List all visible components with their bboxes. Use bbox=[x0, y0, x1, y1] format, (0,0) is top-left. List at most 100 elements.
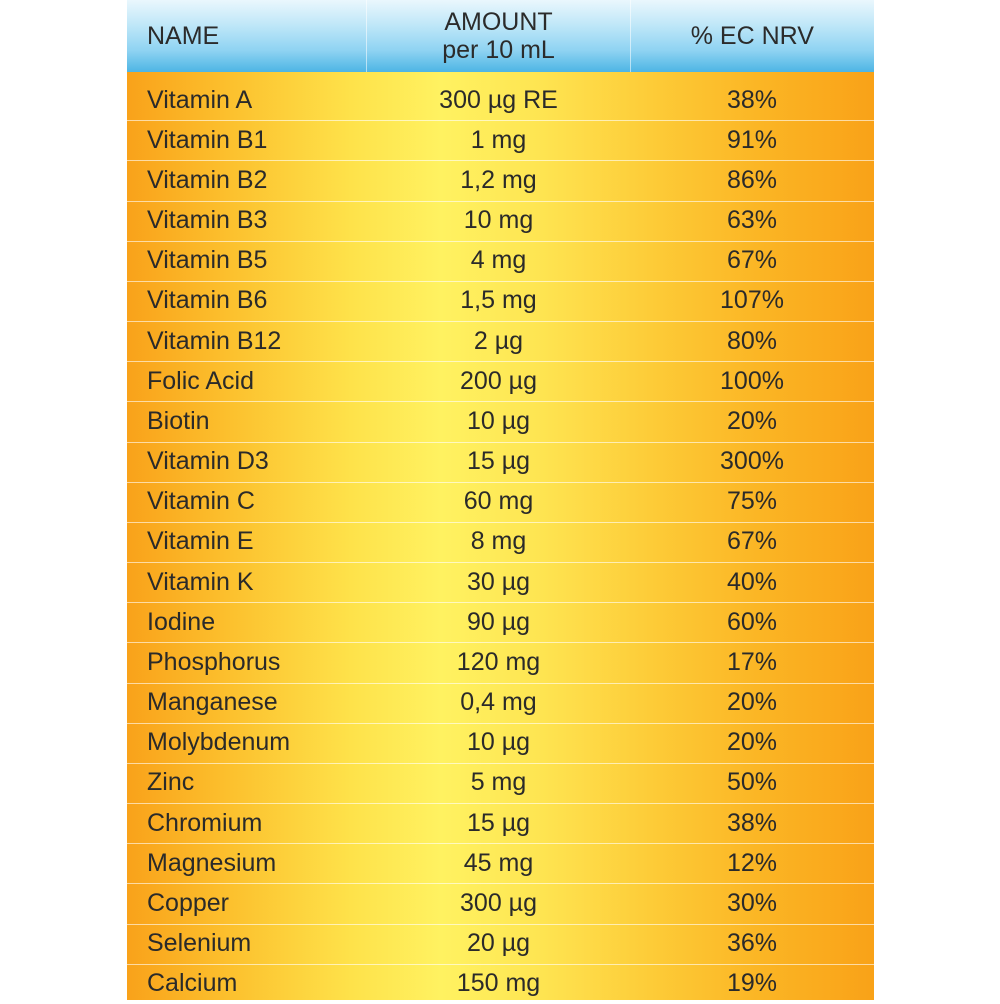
header-amount: AMOUNT per 10 mL bbox=[367, 0, 629, 72]
cell-nrv: 20% bbox=[726, 688, 778, 717]
row-separator bbox=[127, 803, 874, 805]
cell-name: Copper bbox=[147, 888, 229, 917]
cell-amount: 5 mg bbox=[470, 768, 527, 797]
row-separator bbox=[127, 762, 874, 764]
cell-name: Vitamin K bbox=[147, 567, 254, 596]
cell-nrv: 100% bbox=[720, 366, 784, 395]
table-row: Vitamin B6 1,5 mg 107% bbox=[127, 281, 874, 321]
cell-nrv: 38% bbox=[726, 808, 778, 837]
header-divider bbox=[366, 0, 368, 72]
nutrition-table: NAME AMOUNT per 10 mL % EC NRV Vitamin A… bbox=[127, 0, 874, 1000]
cell-amount: 90 µg bbox=[466, 607, 531, 636]
row-separator bbox=[127, 200, 874, 202]
cell-amount: 2 µg bbox=[473, 326, 524, 355]
table-row: Vitamin K 30 µg 40% bbox=[127, 562, 874, 602]
table-row: Calcium 150 mg 19% bbox=[127, 964, 874, 1004]
table-row: Vitamin D3 15 µg 300% bbox=[127, 442, 874, 482]
table-header: NAME AMOUNT per 10 mL % EC NRV bbox=[127, 0, 874, 73]
cell-name: Chromium bbox=[147, 808, 263, 837]
row-separator bbox=[127, 361, 874, 363]
cell-nrv: 63% bbox=[726, 206, 778, 234]
row-separator bbox=[127, 240, 874, 242]
cell-nrv: 20% bbox=[726, 728, 778, 757]
cell-nrv: 75% bbox=[726, 487, 778, 516]
cell-nrv: 300% bbox=[720, 447, 784, 476]
table-row: Selenium 20 µg 36% bbox=[127, 924, 874, 964]
table-row: Vitamin E 8 mg 67% bbox=[127, 522, 874, 562]
table-row: Vitamin C 60 mg 75% bbox=[127, 482, 874, 522]
cell-nrv: 30% bbox=[726, 888, 778, 917]
cell-name: Calcium bbox=[147, 969, 238, 998]
cell-nrv: 19% bbox=[726, 969, 778, 998]
cell-amount: 1 mg bbox=[470, 125, 527, 154]
cell-nrv: 107% bbox=[720, 286, 784, 315]
cell-nrv: 17% bbox=[726, 647, 778, 676]
cell-name: Vitamin B1 bbox=[147, 125, 268, 154]
header-divider bbox=[629, 0, 631, 72]
row-separator bbox=[127, 280, 874, 282]
cell-nrv: 38% bbox=[726, 85, 778, 114]
table-row: Manganese 0,4 mg 20% bbox=[127, 683, 874, 723]
table-row: Vitamin B12 2 µg 80% bbox=[127, 321, 874, 361]
cell-nrv: 36% bbox=[726, 929, 778, 958]
cell-name: Vitamin B6 bbox=[147, 286, 268, 315]
cell-name: Magnesium bbox=[147, 848, 277, 877]
table-row: Magnesium 45 mg 12% bbox=[127, 843, 874, 883]
cell-nrv: 50% bbox=[726, 768, 778, 797]
cell-nrv: 20% bbox=[726, 406, 778, 435]
table-row: Zinc 5 mg 50% bbox=[127, 763, 874, 803]
row-separator bbox=[127, 602, 874, 604]
cell-amount: 1,2 mg bbox=[460, 165, 537, 194]
cell-name: Vitamin B3 bbox=[147, 206, 268, 234]
cell-amount: 15 µg bbox=[466, 447, 531, 476]
table-row: Biotin 10 µg 20% bbox=[127, 401, 874, 441]
cell-name: Vitamin B5 bbox=[147, 246, 268, 275]
cell-name: Folic Acid bbox=[147, 366, 254, 395]
header-name: NAME bbox=[147, 22, 220, 50]
cell-name: Vitamin B12 bbox=[147, 326, 282, 355]
table-row: Molybdenum 10 µg 20% bbox=[127, 723, 874, 763]
cell-nrv: 40% bbox=[726, 567, 778, 596]
cell-name: Vitamin C bbox=[147, 487, 255, 516]
cell-amount: 10 mg bbox=[463, 206, 534, 234]
cell-amount: 0,4 mg bbox=[460, 688, 537, 717]
cell-name: Molybdenum bbox=[147, 728, 291, 757]
cell-nrv: 12% bbox=[726, 848, 778, 877]
row-separator bbox=[127, 521, 874, 523]
cell-name: Selenium bbox=[147, 929, 252, 958]
table-row: Vitamin B5 4 mg 67% bbox=[127, 241, 874, 281]
row-separator bbox=[127, 722, 874, 724]
cell-amount: 120 mg bbox=[456, 647, 541, 676]
cell-name: Vitamin B2 bbox=[147, 165, 268, 194]
row-separator bbox=[127, 963, 874, 965]
row-separator bbox=[127, 401, 874, 403]
cell-amount: 10 µg bbox=[466, 406, 531, 435]
row-separator bbox=[127, 642, 874, 644]
cell-amount: 4 mg bbox=[470, 246, 527, 275]
cell-name: Manganese bbox=[147, 688, 278, 717]
cell-amount: 30 µg bbox=[466, 567, 531, 596]
cell-amount: 20 µg bbox=[466, 929, 531, 958]
cell-name: Vitamin D3 bbox=[147, 447, 269, 476]
table-row: Chromium 15 µg 38% bbox=[127, 803, 874, 843]
row-separator bbox=[127, 843, 874, 845]
cell-amount: 150 mg bbox=[456, 969, 541, 998]
cell-amount: 300 µg RE bbox=[439, 85, 558, 114]
cell-name: Zinc bbox=[147, 768, 195, 797]
table-row: Vitamin B2 1,2 mg 86% bbox=[127, 160, 874, 200]
cell-nrv: 67% bbox=[726, 527, 778, 556]
cell-name: Vitamin A bbox=[147, 85, 253, 114]
cell-name: Vitamin E bbox=[147, 527, 254, 556]
row-separator bbox=[127, 883, 874, 885]
cell-amount: 10 µg bbox=[466, 728, 531, 757]
cell-amount: 15 µg bbox=[466, 808, 531, 837]
table-row: Iodine 90 µg 60% bbox=[127, 602, 874, 642]
header-amount-line2: per 10 mL bbox=[442, 36, 555, 64]
cell-amount: 300 µg bbox=[460, 888, 537, 917]
table-row: Folic Acid 200 µg 100% bbox=[127, 361, 874, 401]
row-separator bbox=[127, 120, 874, 122]
cell-amount: 8 mg bbox=[470, 527, 527, 556]
cell-nrv: 67% bbox=[726, 246, 778, 275]
table-body: Vitamin A 300 µg RE 38% Vitamin B1 1 mg 91% Vi… bbox=[127, 72, 874, 1000]
header-amount-line1: AMOUNT bbox=[444, 8, 553, 36]
